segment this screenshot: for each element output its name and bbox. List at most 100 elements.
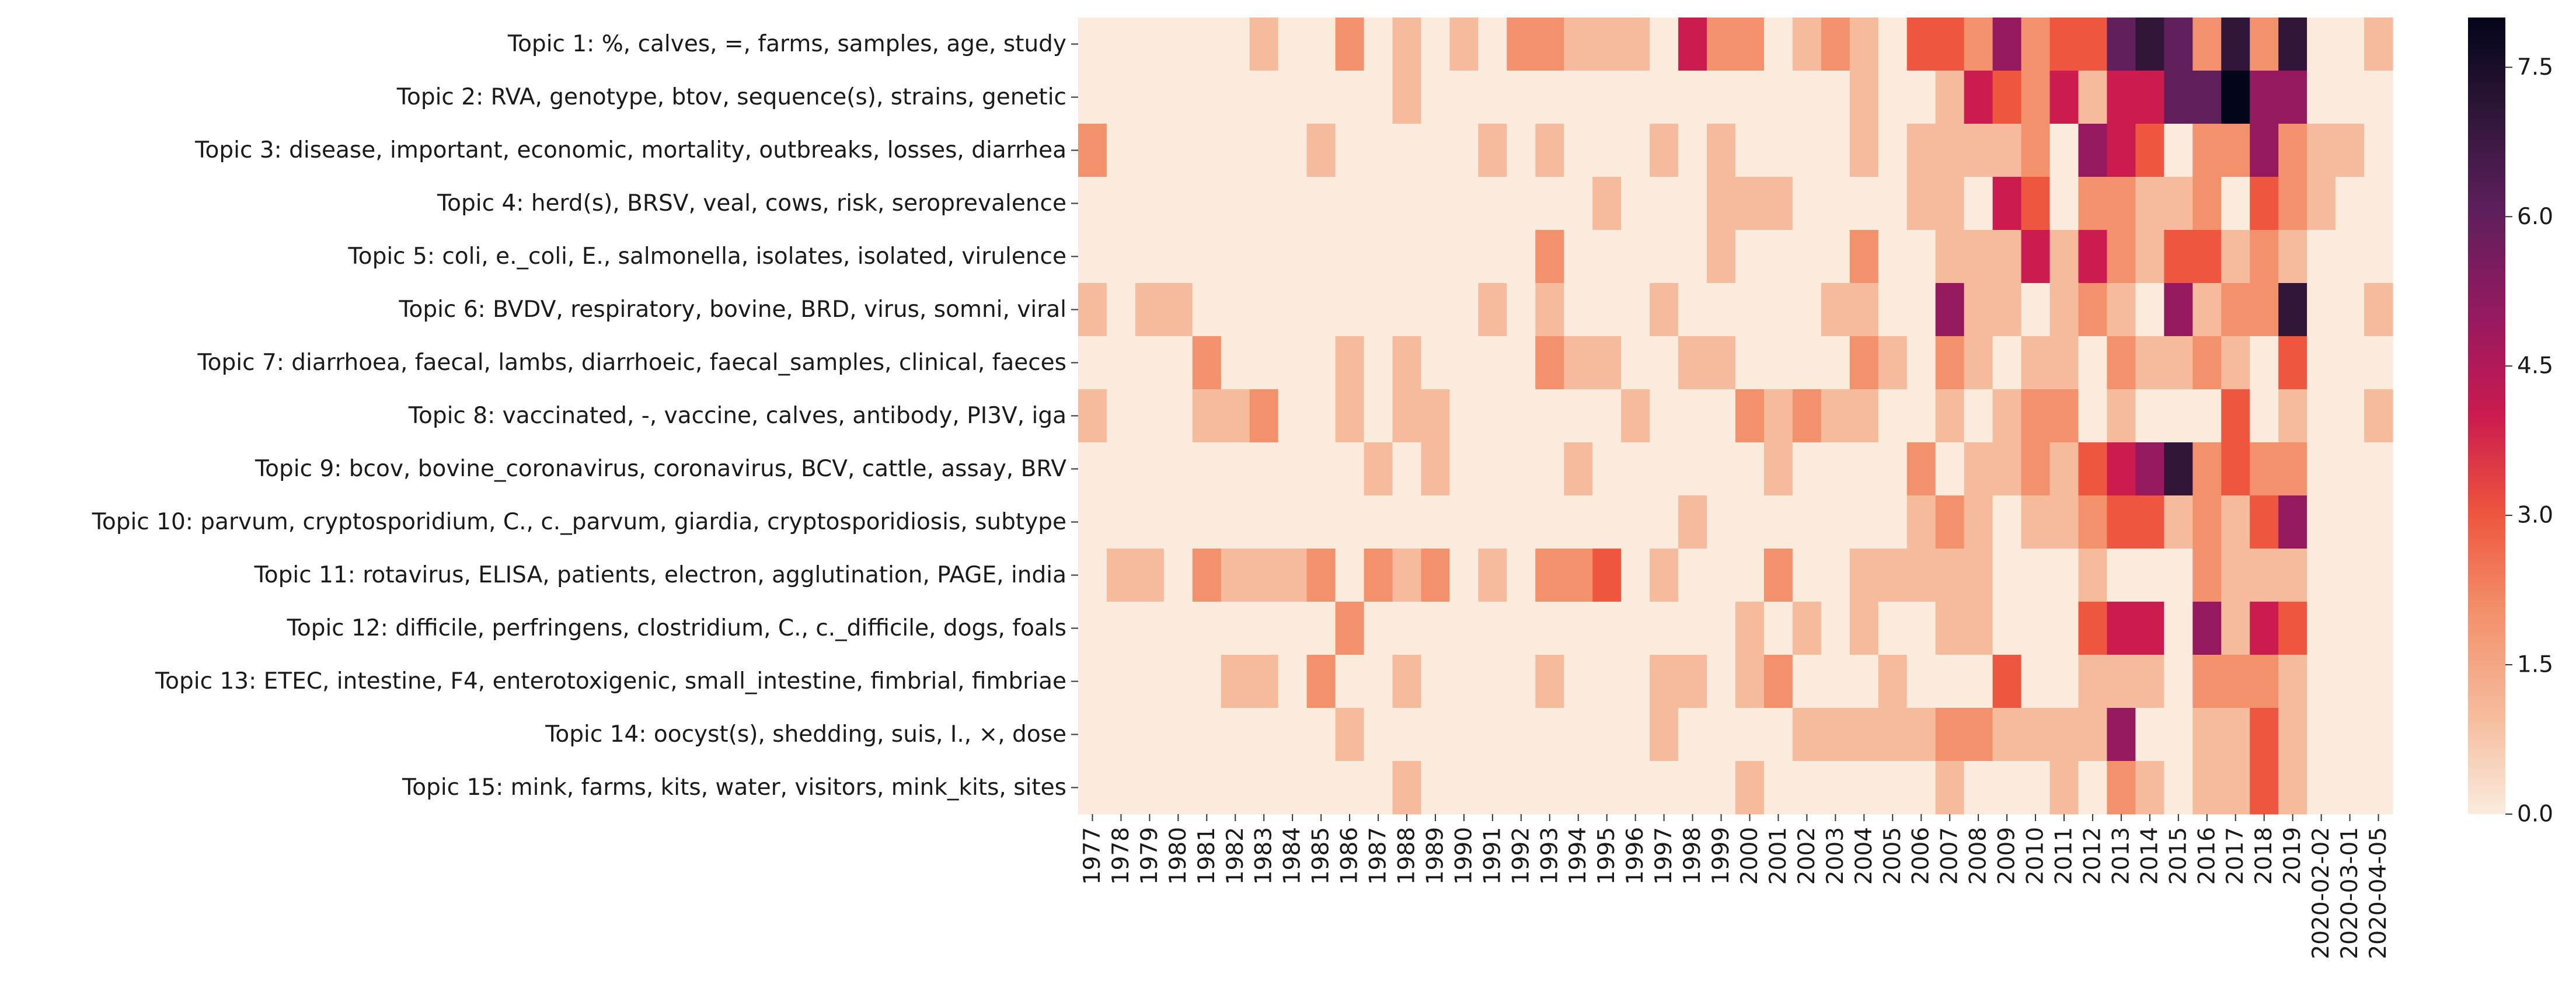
heatmap-cell <box>1906 124 1936 177</box>
heatmap-cell <box>2278 177 2307 231</box>
heatmap-cell <box>1735 442 1765 496</box>
heatmap-cell <box>1421 177 1451 231</box>
heatmap-cell <box>2164 230 2193 284</box>
heatmap-cell <box>1106 655 1136 708</box>
heatmap-cell <box>1221 177 1250 231</box>
heatmap-cell <box>1992 124 2022 177</box>
heatmap-cell <box>1821 761 1850 815</box>
y-tick-label: Topic 15: mink, farms, kits, water, visi… <box>402 774 1066 801</box>
heatmap-cell <box>1221 602 1250 655</box>
heatmap-cell <box>1821 549 1850 602</box>
heatmap-cell <box>1078 124 1107 177</box>
heatmap-cell <box>1821 655 1850 708</box>
heatmap-cell <box>2250 177 2279 231</box>
x-tick-label: 2017 <box>2222 827 2249 885</box>
x-tick-label: 1992 <box>1508 827 1534 885</box>
heatmap-cell <box>1763 71 1793 124</box>
x-tick-label: 2002 <box>1794 827 1820 885</box>
heatmap-cell <box>2278 655 2307 708</box>
x-tick-label: 2020-02-02 <box>2308 827 2334 959</box>
x-tick-label: 2016 <box>2194 827 2220 885</box>
heatmap-cell <box>2164 442 2193 496</box>
heatmap-cell <box>2135 336 2164 390</box>
heatmap-cell <box>1449 230 1479 284</box>
y-tick-label: Topic 4: herd(s), BRSV, veal, cows, risk… <box>437 190 1066 217</box>
heatmap-cell <box>1192 602 1222 655</box>
heatmap-cell <box>1878 549 1908 602</box>
heatmap-cell <box>1306 495 1336 549</box>
colorbar-tick-label: 6.0 <box>2517 204 2553 230</box>
heatmap-cell <box>2078 442 2108 496</box>
heatmap-cell <box>1163 18 1193 71</box>
heatmap-cell <box>1621 389 1650 443</box>
heatmap-cell <box>2192 655 2222 708</box>
heatmap-cell <box>1821 708 1850 762</box>
heatmap-cell <box>2049 124 2079 177</box>
heatmap-cell <box>1650 708 1679 762</box>
y-tick-label: Topic 7: diarrhoea, faecal, lambs, diarr… <box>197 350 1066 376</box>
heatmap-cell <box>1192 495 1222 549</box>
heatmap-cell <box>1935 655 1965 708</box>
heatmap-cell <box>1335 442 1365 496</box>
heatmap-cell <box>1821 71 1850 124</box>
y-tick-label: Topic 12: difficile, perfringens, clostr… <box>287 615 1066 641</box>
heatmap-cell <box>1507 18 1536 71</box>
heatmap-cell <box>1650 495 1679 549</box>
heatmap-cell <box>1421 18 1451 71</box>
heatmap-cell <box>1992 283 2022 337</box>
x-tick-label: 1984 <box>1280 827 1306 885</box>
heatmap-cell <box>1878 655 1908 708</box>
heatmap-cell <box>1507 655 1536 708</box>
heatmap-cell <box>1592 230 1622 284</box>
heatmap-cell <box>1364 655 1393 708</box>
heatmap-cell <box>2250 389 2279 443</box>
heatmap-cell <box>2192 18 2222 71</box>
heatmap-cell <box>1992 495 2022 549</box>
heatmap-cell <box>2078 549 2108 602</box>
heatmap-cell <box>1650 177 1679 231</box>
heatmap-cell <box>1650 602 1679 655</box>
heatmap-cell <box>1392 549 1422 602</box>
heatmap-cell <box>1878 442 1908 496</box>
x-tick-label: 1979 <box>1137 827 1163 885</box>
heatmap-cell <box>1535 495 1564 549</box>
heatmap-cell <box>1135 18 1165 71</box>
heatmap-cell <box>1621 18 1650 71</box>
heatmap-cell <box>1449 708 1479 762</box>
heatmap-cell <box>1650 18 1679 71</box>
heatmap-cell <box>1221 71 1250 124</box>
heatmap-cell <box>2336 18 2365 71</box>
heatmap-cell <box>2221 283 2250 337</box>
heatmap-cell <box>1278 18 1308 71</box>
heatmap-cell <box>2135 18 2164 71</box>
x-tick-label: 1989 <box>1422 827 1448 885</box>
heatmap-cell <box>2364 230 2393 284</box>
heatmap-cell <box>1221 655 1250 708</box>
x-tick-label: 1991 <box>1479 827 1505 885</box>
heatmap-cell <box>1163 177 1193 231</box>
heatmap-cell <box>1335 708 1365 762</box>
heatmap-cell <box>1964 124 1993 177</box>
heatmap-cell <box>1821 495 1850 549</box>
heatmap-cell <box>1306 442 1336 496</box>
x-tick-label: 1995 <box>1594 827 1620 885</box>
heatmap-cell <box>1792 442 1822 496</box>
heatmap-cell <box>2049 283 2079 337</box>
heatmap-cell <box>1992 336 2022 390</box>
heatmap-cell <box>2078 655 2108 708</box>
heatmap-cell <box>2192 177 2222 231</box>
heatmap-cell <box>1849 389 1879 443</box>
heatmap-cell <box>2021 655 2051 708</box>
heatmap-cell <box>1364 177 1393 231</box>
heatmap-cell <box>1964 389 1993 443</box>
heatmap-cell <box>1478 655 1507 708</box>
heatmap-cell <box>1135 549 1165 602</box>
heatmap-cell <box>1106 177 1136 231</box>
heatmap-cell <box>2107 495 2136 549</box>
heatmap-cell <box>1278 655 1308 708</box>
heatmap-cell <box>1392 18 1422 71</box>
heatmap-cell <box>1392 761 1422 815</box>
heatmap-cell <box>1564 124 1593 177</box>
heatmap-cell <box>1392 177 1422 231</box>
heatmap-cell <box>1192 442 1222 496</box>
